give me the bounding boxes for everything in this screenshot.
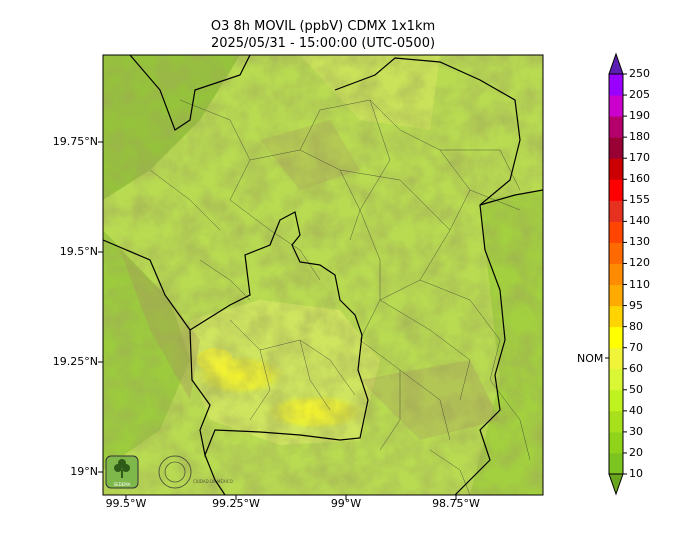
colorbar-bin: [609, 263, 623, 286]
colorbar-tick-label: 10: [629, 467, 643, 480]
colorbar-bin: [609, 368, 623, 391]
state-border-east: [334, 57, 521, 495]
colorbar-tick-label: 155: [629, 193, 650, 207]
colorbar-outline: [608, 73, 624, 475]
ridge-west: [120, 250, 200, 400]
state-border-south: [204, 454, 226, 495]
colorbar-tick-label: 120: [629, 256, 650, 270]
map-title: O3 8h MOVIL (ppbV) CDMX 1x1km: [210, 19, 436, 34]
colorbar-tick-label: 130: [629, 235, 650, 249]
axis-ticks: [98, 141, 457, 500]
state-border-north-west: [129, 55, 251, 131]
colorbar-max-arrow: [608, 52, 624, 75]
map-area: SEDEMA CIUDAD DE MÉXICO: [103, 55, 543, 495]
colorbar-tick-label: 170: [629, 151, 650, 165]
colorbar-bin: [609, 452, 623, 475]
colorbar-tick-label: 140: [629, 214, 650, 228]
colorbar-bin: [609, 431, 623, 454]
lon-label: 99.25°W: [212, 497, 260, 510]
colorbar-tick-label: 20: [629, 445, 643, 459]
map-timestamp: 2025/05/31 - 15:00:00 (UTC-0500): [210, 36, 436, 51]
map-frame: [102, 54, 544, 496]
colorbar-tick-label: 250: [629, 67, 650, 80]
colorbar-tick-label: 160: [629, 172, 650, 186]
colorbar-bin: [609, 221, 623, 243]
colorbar-bin: [609, 326, 623, 349]
colorbar-tick-label: 95: [629, 298, 643, 312]
colorbar-bin: [609, 179, 623, 201]
colorbar-bin: [609, 410, 623, 433]
colorbar-bin: [609, 158, 623, 180]
colorbar-bin: [609, 74, 623, 96]
colorbar-tick-label: 50: [629, 382, 643, 396]
colorbar-tick-label: 30: [629, 424, 643, 438]
cdmx-logo-text: CIUDAD DE MÉXICO: [193, 479, 233, 484]
colorbar-tick-label: 190: [629, 109, 650, 123]
terrain-relief: [103, 55, 543, 495]
colorbar-tick-label: 180: [629, 130, 650, 144]
colorbar-tick-label: 60: [629, 361, 643, 375]
state-border-west: [103, 239, 191, 331]
colorbar-bin: [609, 200, 623, 222]
colorbar: [605, 52, 627, 496]
colorbar-bin: [609, 389, 623, 412]
colorbar-tick-label: 80: [629, 319, 643, 333]
lat-label: 19.75°N: [52, 135, 98, 148]
lon-label: 99°W: [330, 497, 362, 510]
lon-label: 99.5°W: [105, 497, 147, 510]
colorbar-bin: [609, 347, 623, 370]
colorbar-bin: [609, 137, 623, 159]
lat-label: 19.25°N: [52, 355, 98, 368]
nom-label: NOM: [577, 352, 604, 365]
colorbar-tick-label: 205: [629, 88, 650, 102]
colorbar-bin: [609, 242, 623, 264]
state-border-northeast: [479, 189, 543, 206]
colorbar-bin: [609, 116, 623, 138]
sedema-logo: SEDEMA: [105, 455, 139, 489]
lat-label: 19.5°N: [59, 245, 98, 258]
lon-label: 98.75°W: [432, 497, 480, 510]
municipal-boundaries: [149, 99, 531, 495]
lat-label: 19°N: [70, 465, 98, 478]
colorbar-bin: [609, 95, 623, 117]
cdmx-logo: CIUDAD DE MÉXICO: [158, 455, 233, 489]
cdmx-boundary: [189, 211, 369, 458]
colorbar-bin: [609, 305, 623, 328]
colorbar-tick-label: 110: [629, 277, 650, 291]
colorbar-tick-label: 70: [629, 340, 643, 354]
colorbar-min-arrow: [608, 473, 624, 496]
colorbar-bin: [609, 284, 623, 307]
colorbar-tick-label: 40: [629, 403, 643, 417]
sedema-logo-text: SEDEMA: [114, 482, 131, 487]
